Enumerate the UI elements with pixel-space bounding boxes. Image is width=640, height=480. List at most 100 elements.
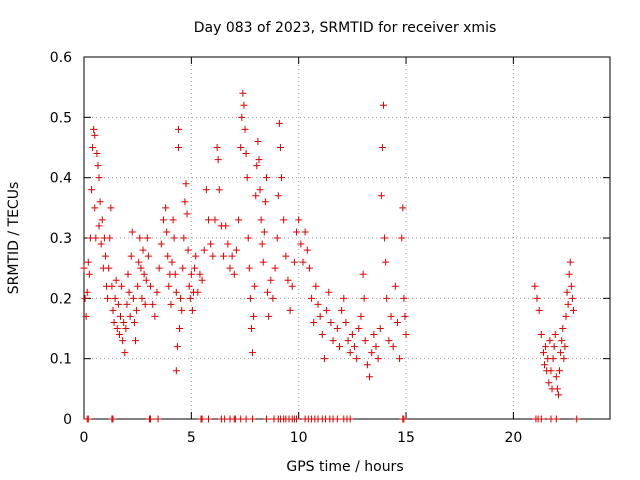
data-point (147, 282, 155, 290)
data-point (132, 337, 140, 345)
data-point (265, 312, 273, 320)
data-point (123, 300, 131, 308)
data-point (344, 337, 352, 345)
data-point (136, 234, 144, 242)
data-point (220, 252, 228, 260)
data-point (93, 150, 101, 158)
data-point (177, 294, 185, 302)
data-point (106, 234, 114, 242)
data-point (180, 234, 188, 242)
data-point (80, 264, 88, 272)
x-tick-label: 20 (504, 430, 522, 446)
data-point (88, 186, 96, 194)
zero-data-point (109, 415, 117, 423)
data-point (107, 204, 115, 212)
data-point (114, 300, 122, 308)
data-point (335, 343, 343, 351)
data-point (342, 318, 350, 326)
y-tick-label: 0.2 (50, 291, 72, 307)
data-point (242, 150, 250, 158)
data-point (174, 125, 182, 133)
data-point (185, 282, 193, 290)
data-point (557, 349, 565, 357)
zero-data-point (249, 415, 257, 423)
data-point (194, 288, 202, 296)
data-point (531, 282, 539, 290)
data-point (211, 216, 219, 224)
data-point (122, 325, 130, 332)
data-point (567, 282, 575, 290)
data-point (293, 228, 301, 236)
data-point (169, 216, 177, 224)
data-points (80, 89, 581, 423)
data-point (196, 270, 204, 278)
zero-data-point (552, 415, 560, 423)
data-point (237, 144, 245, 151)
data-point (179, 264, 187, 272)
data-point (151, 312, 159, 320)
data-point (202, 186, 210, 194)
y-tick-label: 0.1 (50, 352, 72, 368)
data-point (379, 101, 387, 109)
data-point (378, 144, 386, 151)
data-point (133, 306, 141, 314)
data-point (271, 264, 279, 272)
y-axis-title: SRMTID / TECUs (6, 182, 22, 295)
data-point (104, 294, 112, 302)
x-tick-label: 0 (80, 430, 89, 446)
data-point (157, 240, 165, 248)
zero-data-point (147, 415, 155, 423)
data-point (323, 306, 331, 314)
data-point (187, 270, 195, 278)
data-point (357, 312, 365, 320)
data-point (542, 343, 550, 351)
y-tick-label: 0.3 (50, 231, 72, 247)
data-point (286, 306, 294, 314)
data-point (174, 144, 182, 151)
data-point (316, 312, 324, 320)
data-point (139, 246, 147, 254)
data-point (140, 270, 148, 278)
data-point (96, 198, 104, 206)
data-point (546, 337, 554, 345)
data-point (374, 355, 382, 363)
data-point (247, 325, 255, 332)
data-point (353, 355, 361, 363)
data-point (550, 343, 558, 351)
data-point (564, 300, 572, 308)
data-point (251, 282, 259, 290)
data-point (172, 288, 180, 296)
data-point (360, 294, 368, 302)
data-point (214, 156, 222, 164)
data-point (370, 331, 378, 339)
data-point (162, 204, 170, 212)
data-point (264, 288, 272, 296)
y-tick-label: 0.5 (50, 110, 72, 126)
data-point (399, 204, 407, 212)
data-point (351, 343, 359, 351)
data-point (288, 282, 296, 290)
data-point (85, 270, 93, 278)
data-point (368, 349, 376, 357)
zero-data-point (84, 415, 92, 423)
zero-data-point (293, 415, 301, 423)
data-point (284, 276, 292, 284)
data-point (280, 216, 288, 224)
data-point (184, 246, 192, 254)
data-point (258, 240, 266, 248)
data-point (165, 282, 173, 290)
data-point (119, 337, 127, 345)
data-point (396, 355, 404, 363)
data-point (198, 276, 206, 284)
data-point (228, 252, 236, 260)
data-point (243, 174, 251, 182)
data-point (118, 282, 126, 290)
data-point (186, 294, 194, 302)
data-point (275, 119, 283, 127)
data-point (163, 228, 171, 236)
data-point (549, 355, 557, 363)
data-point (290, 258, 298, 266)
data-point (547, 367, 555, 375)
